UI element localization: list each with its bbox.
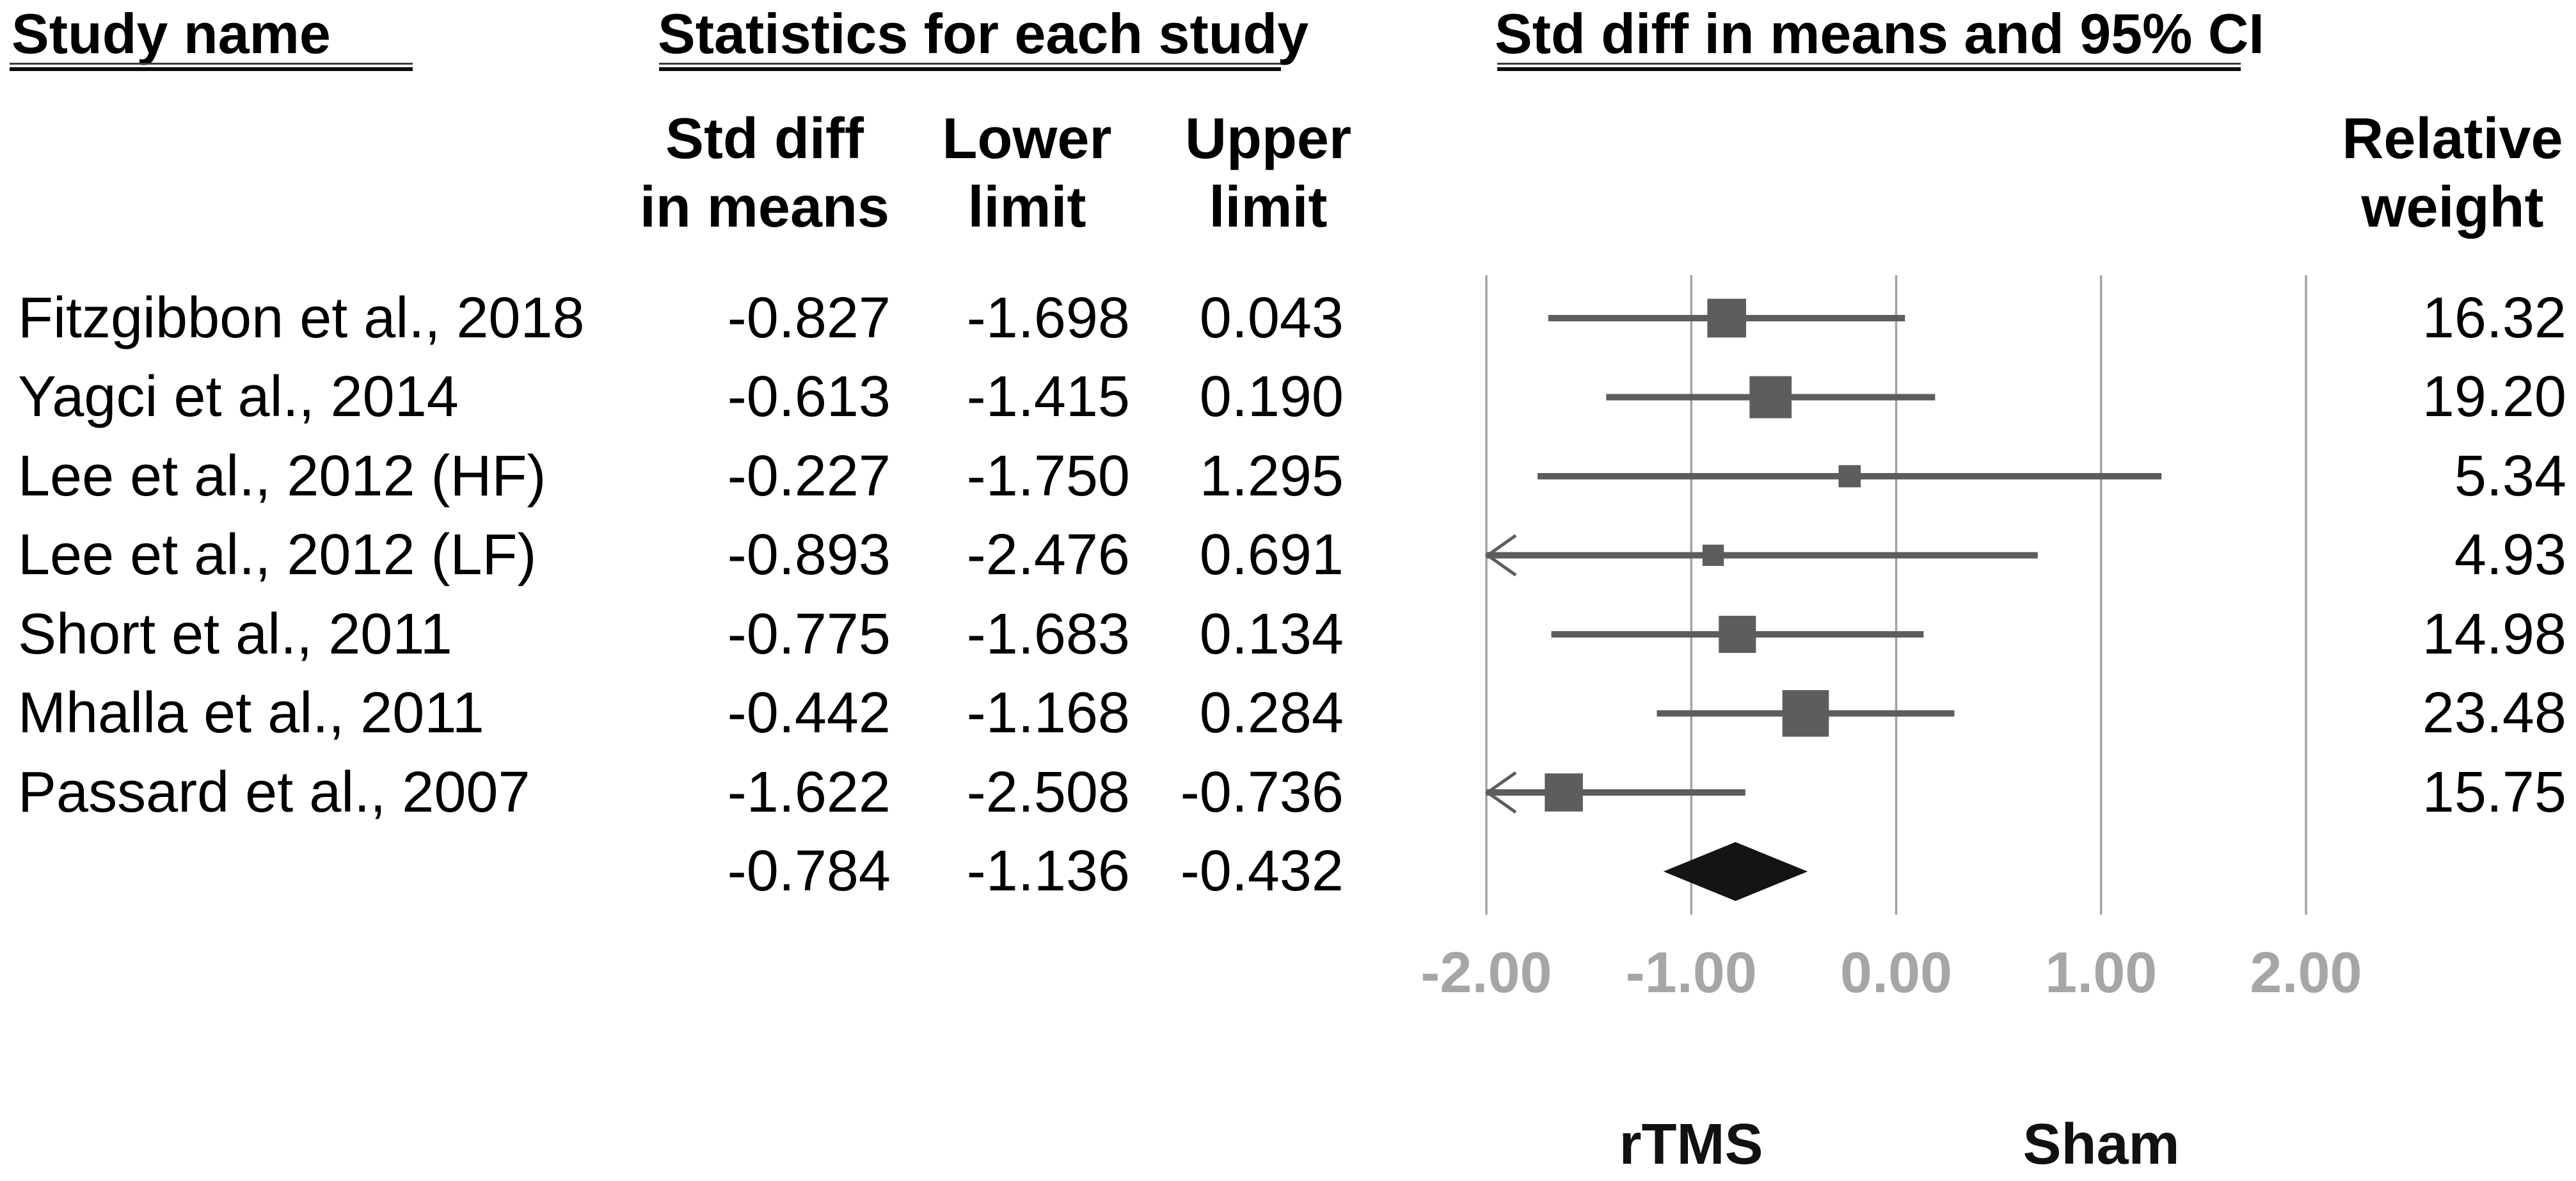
favors-left-label: rTMS — [1619, 1113, 1763, 1177]
effect-value: -0.613 — [727, 365, 891, 429]
upper-limit-value: 0.043 — [1199, 285, 1344, 350]
relative-weight-value: 14.98 — [2422, 602, 2566, 666]
study-name-underline — [10, 63, 413, 71]
study-name: Yagci et al., 2014 — [18, 365, 459, 429]
study-row: Mhalla et al., 2011 -0.442 -1.168 0.284 23.4… — [0, 674, 2576, 753]
study-row: Short et al., 2011 -0.775 -1.683 0.134 14.98 — [0, 595, 2576, 674]
effect-value: -0.893 — [727, 523, 891, 587]
study-name: Mhalla et al., 2011 — [18, 681, 484, 745]
lower-limit-value: -1.698 — [966, 285, 1130, 350]
lower-limit-value: -1.415 — [966, 365, 1130, 429]
study-row: Fitzgibbon et al., 2018 -0.827 -1.698 0.043… — [0, 279, 2576, 358]
effect-square — [1838, 465, 1861, 488]
effect-value: -0.227 — [727, 444, 891, 508]
effect-value: -0.775 — [727, 602, 891, 666]
upper-limit-value: -0.736 — [1180, 760, 1344, 824]
upper-limit-value: 0.190 — [1199, 365, 1344, 429]
lower-col-header-line2: limit — [967, 175, 1086, 239]
upper-limit-value: 1.295 — [1199, 444, 1344, 508]
effect-value: -1.622 — [727, 760, 891, 824]
study-row: Lee et al., 2012 (LF) -0.893 -2.476 0.691 4.… — [0, 516, 2576, 595]
study-name: Lee et al., 2012 (HF) — [18, 444, 546, 508]
effect-col-header-line2: in means — [639, 175, 890, 239]
upper-col-header-line2: limit — [1209, 175, 1328, 239]
x-axis-tick-label: 2.00 — [2250, 941, 2362, 1005]
lower-limit-value: -2.476 — [966, 523, 1130, 587]
effect-square — [1707, 298, 1746, 338]
relative-weight-value: 15.75 — [2422, 760, 2566, 824]
effect-square — [1545, 773, 1583, 812]
lower-limit-value: -2.508 — [966, 760, 1130, 824]
effect-col-header-line1: Std diff — [665, 107, 864, 171]
clipped-ci-arrow — [1484, 534, 1517, 577]
weight-col-header-line1: Relative — [2342, 107, 2563, 171]
effect-square — [1749, 376, 1792, 419]
weight-col-header-line2: weight — [2361, 175, 2544, 239]
effect-square — [1782, 690, 1829, 737]
study-name-header: Study name — [12, 2, 331, 65]
overall-lower-value: -1.136 — [966, 839, 1130, 903]
study-name: Fitzgibbon et al., 2018 — [18, 285, 585, 350]
overall-upper-value: -0.432 — [1180, 839, 1344, 903]
study-row: Lee et al., 2012 (HF) -0.227 -1.750 1.295 5.… — [0, 437, 2576, 516]
lower-limit-value: -1.750 — [966, 444, 1130, 508]
upper-limit-value: 0.284 — [1199, 681, 1344, 745]
upper-limit-value: 0.691 — [1199, 523, 1344, 587]
ci-plot-underline — [1497, 63, 2241, 71]
relative-weight-value: 23.48 — [2422, 681, 2566, 745]
study-name: Short et al., 2011 — [18, 602, 452, 666]
ci-plot-header: Std diff in means and 95% CI — [1495, 2, 2264, 65]
overall-diamond — [1663, 842, 1808, 901]
study-name: Passard et al., 2007 — [18, 760, 530, 824]
clipped-ci-arrow — [1484, 771, 1517, 814]
study-row: Passard et al., 2007 -1.622 -2.508 -0.736 15… — [0, 753, 2576, 832]
upper-limit-value: 0.134 — [1199, 602, 1344, 666]
statistics-header: Statistics for each study — [658, 2, 1309, 65]
effect-value: -0.442 — [727, 681, 891, 745]
relative-weight-value: 4.93 — [2454, 523, 2566, 587]
x-axis-tick-label: 0.00 — [1840, 941, 1953, 1005]
relative-weight-value: 19.20 — [2422, 365, 2566, 429]
overall-row: -0.784 -1.136 -0.432 — [0, 832, 2576, 911]
study-name: Lee et al., 2012 (LF) — [18, 523, 537, 587]
study-row: Yagci et al., 2014 -0.613 -1.415 0.190 19.20 — [0, 358, 2576, 437]
favors-right-label: Sham — [2023, 1113, 2180, 1177]
lower-limit-value: -1.168 — [966, 681, 1130, 745]
lower-col-header-line1: Lower — [942, 107, 1112, 171]
lower-limit-value: -1.683 — [966, 602, 1130, 666]
relative-weight-value: 5.34 — [2454, 444, 2566, 508]
effect-value: -0.827 — [727, 285, 891, 350]
effect-square — [1702, 544, 1724, 566]
x-axis-tick-label: -2.00 — [1420, 941, 1552, 1005]
effect-square — [1719, 615, 1756, 654]
overall-effect-value: -0.784 — [727, 839, 891, 903]
upper-col-header-line1: Upper — [1184, 107, 1352, 171]
x-axis-tick-label: -1.00 — [1625, 941, 1757, 1005]
statistics-underline — [659, 63, 1281, 71]
relative-weight-value: 16.32 — [2422, 285, 2566, 350]
x-axis-tick-label: 1.00 — [2045, 941, 2158, 1005]
